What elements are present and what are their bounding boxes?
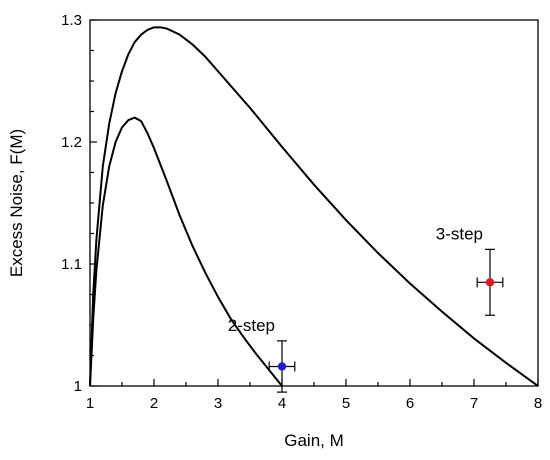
x-tick-label: 5: [342, 395, 350, 412]
axis-ticks: 1 2 3 4 5 6 7 8 1 1.1 1.2 1.3: [61, 12, 542, 412]
y-tick-label: 1.2: [61, 134, 82, 151]
y-tick-label: 1.1: [61, 256, 82, 273]
x-tick-label: 1: [86, 395, 94, 412]
data-point: [277, 362, 287, 371]
measurement-2: 3-step: [436, 224, 504, 316]
x-tick-label: 6: [406, 395, 414, 412]
curves: [89, 26, 539, 387]
plot-frame: [89, 19, 539, 387]
y-tick-label: 1: [74, 378, 82, 395]
curve-1: [89, 116, 283, 387]
y-tick-label: 1.3: [61, 12, 82, 29]
y-axis-label: Excess Noise, F(M): [7, 129, 26, 277]
measurement-points: 2-step 3-step: [228, 224, 504, 393]
x-tick-label: 8: [534, 395, 542, 412]
point-label: 3-step: [436, 224, 483, 243]
x-tick-label: 3: [214, 395, 222, 412]
x-tick-label: 7: [470, 395, 478, 412]
point-label: 2-step: [228, 316, 275, 335]
measurement-1: 2-step: [228, 316, 296, 393]
x-axis-label: Gain, M: [284, 431, 344, 450]
data-point: [485, 278, 495, 287]
x-tick-label: 4: [278, 395, 286, 412]
curve-2: [89, 26, 539, 387]
x-tick-label: 2: [150, 395, 158, 412]
